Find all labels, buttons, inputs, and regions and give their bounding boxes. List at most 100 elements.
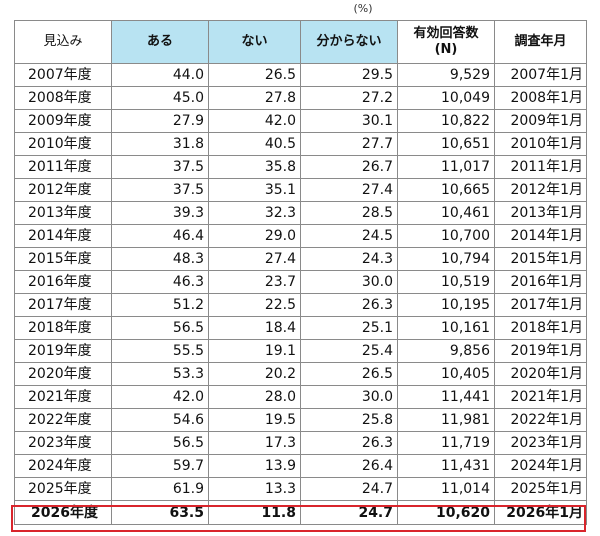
cell-no: 23.7 (208, 270, 301, 294)
cell-unknown: 24.3 (300, 247, 398, 271)
cell-no: 27.8 (208, 86, 301, 110)
table-row: 2007年度 44.0 26.5 29.5 9,529 2007年1月 (14, 63, 587, 87)
cell-yes: 56.5 (111, 431, 209, 455)
cell-no: 13.3 (208, 477, 301, 501)
cell-unknown: 30.0 (300, 270, 398, 294)
cell-yes: 31.8 (111, 132, 209, 156)
cell-survey-date: 2016年1月 (494, 270, 587, 294)
cell-year: 2025年度 (14, 477, 112, 501)
cell-valid-responses: 10,651 (397, 132, 495, 156)
cell-yes: 45.0 (111, 86, 209, 110)
cell-valid-responses: 9,529 (397, 63, 495, 87)
cell-no: 20.2 (208, 362, 301, 386)
cell-survey-date: 2019年1月 (494, 339, 587, 363)
cell-year: 2015年度 (14, 247, 112, 271)
cell-survey-date: 2012年1月 (494, 178, 587, 202)
cell-year: 2008年度 (14, 86, 112, 110)
cell-valid-responses: 9,856 (397, 339, 495, 363)
cell-unknown: 27.7 (300, 132, 398, 156)
cell-yes: 39.3 (111, 201, 209, 225)
cell-yes: 55.5 (111, 339, 209, 363)
cell-survey-date: 2015年1月 (494, 247, 587, 271)
unit-label: (%) (353, 2, 373, 15)
cell-survey-date: 2025年1月 (494, 477, 587, 501)
cell-survey-date: 2013年1月 (494, 201, 587, 225)
cell-valid-responses: 11,441 (397, 385, 495, 409)
table-row: 2023年度 56.5 17.3 26.3 11,719 2023年1月 (14, 431, 587, 455)
cell-year: 2012年度 (14, 178, 112, 202)
cell-valid-responses: 10,620 (397, 500, 495, 525)
cell-year: 2014年度 (14, 224, 112, 248)
cell-no: 26.5 (208, 63, 301, 87)
data-table: 見込み ある ない 分からない 有効回答数 (N) 調査年月 2007年度 44.… (14, 20, 587, 525)
cell-survey-date: 2017年1月 (494, 293, 587, 317)
table-row: 2025年度 61.9 13.3 24.7 11,014 2025年1月 (14, 477, 587, 501)
cell-valid-responses: 11,981 (397, 408, 495, 432)
cell-unknown: 27.4 (300, 178, 398, 202)
cell-year: 2018年度 (14, 316, 112, 340)
table-row: 2017年度 51.2 22.5 26.3 10,195 2017年1月 (14, 293, 587, 317)
table-row: 2024年度 59.7 13.9 26.4 11,431 2024年1月 (14, 454, 587, 478)
table-row: 2022年度 54.6 19.5 25.8 11,981 2022年1月 (14, 408, 587, 432)
cell-no: 27.4 (208, 247, 301, 271)
table-row: 2014年度 46.4 29.0 24.5 10,700 2014年1月 (14, 224, 587, 248)
table-row: 2019年度 55.5 19.1 25.4 9,856 2019年1月 (14, 339, 587, 363)
cell-year: 2016年度 (14, 270, 112, 294)
cell-no: 35.8 (208, 155, 301, 179)
cell-year: 2019年度 (14, 339, 112, 363)
cell-valid-responses: 10,405 (397, 362, 495, 386)
cell-valid-responses: 10,822 (397, 109, 495, 133)
cell-no: 13.9 (208, 454, 301, 478)
header-no: ない (208, 20, 301, 64)
cell-survey-date: 2008年1月 (494, 86, 587, 110)
cell-yes: 53.3 (111, 362, 209, 386)
cell-year: 2013年度 (14, 201, 112, 225)
cell-no: 28.0 (208, 385, 301, 409)
cell-no: 32.3 (208, 201, 301, 225)
header-unknown: 分からない (300, 20, 398, 64)
table-row: 2021年度 42.0 28.0 30.0 11,441 2021年1月 (14, 385, 587, 409)
table-row: 2018年度 56.5 18.4 25.1 10,161 2018年1月 (14, 316, 587, 340)
cell-year: 2021年度 (14, 385, 112, 409)
cell-year: 2010年度 (14, 132, 112, 156)
header-row: 見込み ある ない 分からない 有効回答数 (N) 調査年月 (14, 20, 587, 64)
header-yes: ある (111, 20, 209, 64)
table-row: 2011年度 37.5 35.8 26.7 11,017 2011年1月 (14, 155, 587, 179)
table-row: 2012年度 37.5 35.1 27.4 10,665 2012年1月 (14, 178, 587, 202)
cell-yes: 56.5 (111, 316, 209, 340)
table-row: 2008年度 45.0 27.8 27.2 10,049 2008年1月 (14, 86, 587, 110)
cell-unknown: 30.0 (300, 385, 398, 409)
cell-yes: 44.0 (111, 63, 209, 87)
cell-no: 42.0 (208, 109, 301, 133)
cell-yes: 59.7 (111, 454, 209, 478)
cell-survey-date: 2009年1月 (494, 109, 587, 133)
cell-year: 2017年度 (14, 293, 112, 317)
cell-valid-responses: 10,519 (397, 270, 495, 294)
table-row: 2009年度 27.9 42.0 30.1 10,822 2009年1月 (14, 109, 587, 133)
cell-yes: 27.9 (111, 109, 209, 133)
cell-no: 29.0 (208, 224, 301, 248)
cell-valid-responses: 10,161 (397, 316, 495, 340)
cell-unknown: 24.7 (300, 477, 398, 501)
table-row: 2020年度 53.3 20.2 26.5 10,405 2020年1月 (14, 362, 587, 386)
cell-year: 2023年度 (14, 431, 112, 455)
cell-valid-responses: 10,794 (397, 247, 495, 271)
cell-no: 17.3 (208, 431, 301, 455)
cell-year: 2024年度 (14, 454, 112, 478)
cell-survey-date: 2018年1月 (494, 316, 587, 340)
cell-survey-date: 2010年1月 (494, 132, 587, 156)
cell-no: 11.8 (208, 500, 301, 525)
cell-no: 40.5 (208, 132, 301, 156)
cell-survey-date: 2014年1月 (494, 224, 587, 248)
table-row: 2016年度 46.3 23.7 30.0 10,519 2016年1月 (14, 270, 587, 294)
cell-year: 2020年度 (14, 362, 112, 386)
header-survey-date: 調査年月 (494, 20, 587, 64)
cell-no: 22.5 (208, 293, 301, 317)
cell-year: 2026年度 (14, 500, 112, 525)
cell-yes: 63.5 (111, 500, 209, 525)
cell-unknown: 28.5 (300, 201, 398, 225)
cell-survey-date: 2026年1月 (494, 500, 587, 525)
table-row: 2015年度 48.3 27.4 24.3 10,794 2015年1月 (14, 247, 587, 271)
table-row: 2026年度 63.5 11.8 24.7 10,620 2026年1月 (14, 500, 587, 525)
cell-yes: 37.5 (111, 178, 209, 202)
